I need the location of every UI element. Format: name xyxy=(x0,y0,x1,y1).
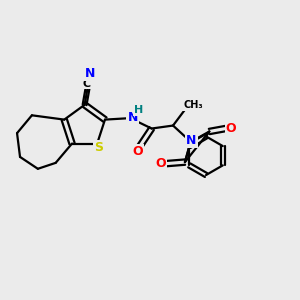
Text: O: O xyxy=(226,122,236,135)
Text: CH₃: CH₃ xyxy=(183,100,203,110)
Text: O: O xyxy=(155,157,166,170)
Text: N: N xyxy=(85,67,96,80)
Text: H: H xyxy=(134,105,143,115)
Text: S: S xyxy=(94,141,103,154)
Text: C: C xyxy=(82,79,91,88)
Text: O: O xyxy=(133,145,143,158)
Text: N: N xyxy=(128,111,138,124)
Text: N: N xyxy=(186,134,197,147)
